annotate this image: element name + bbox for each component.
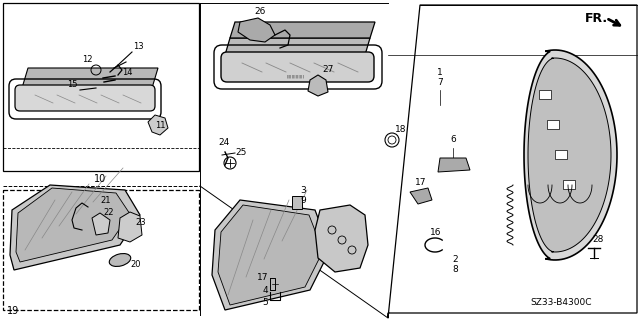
- Text: 19: 19: [7, 306, 19, 316]
- Polygon shape: [438, 158, 470, 172]
- Text: 17: 17: [415, 178, 426, 187]
- Text: FR.: FR.: [585, 12, 608, 25]
- Text: 2: 2: [452, 255, 458, 264]
- Polygon shape: [10, 185, 140, 270]
- Text: 8: 8: [452, 265, 458, 274]
- Polygon shape: [18, 88, 152, 108]
- Polygon shape: [388, 5, 637, 318]
- Text: 17: 17: [257, 273, 268, 282]
- Text: 9: 9: [300, 196, 306, 205]
- Polygon shape: [528, 58, 611, 252]
- Polygon shape: [212, 200, 330, 310]
- Text: 14: 14: [122, 68, 132, 77]
- Text: 15: 15: [67, 80, 78, 89]
- Polygon shape: [524, 50, 617, 260]
- FancyBboxPatch shape: [15, 85, 155, 111]
- Ellipse shape: [109, 254, 131, 266]
- Text: 13: 13: [133, 42, 143, 51]
- Polygon shape: [315, 205, 368, 272]
- Bar: [292, 196, 302, 209]
- Text: 6: 6: [450, 135, 456, 144]
- Polygon shape: [148, 115, 168, 135]
- Text: 22: 22: [103, 208, 113, 217]
- Text: 26: 26: [254, 7, 266, 16]
- Polygon shape: [16, 188, 130, 262]
- Polygon shape: [22, 68, 158, 88]
- Bar: [3, 190, 199, 310]
- Text: 1: 1: [437, 68, 443, 77]
- Text: 24: 24: [218, 138, 229, 147]
- Text: 21: 21: [100, 196, 111, 205]
- Text: 20: 20: [130, 260, 141, 269]
- Text: |||||||||||||: |||||||||||||: [286, 75, 304, 79]
- Text: 12: 12: [83, 55, 93, 64]
- Text: 18: 18: [395, 125, 406, 134]
- Text: 27: 27: [322, 65, 333, 74]
- Text: 25: 25: [235, 148, 246, 157]
- Text: 28: 28: [592, 235, 604, 244]
- Text: SZ33-B4300C: SZ33-B4300C: [530, 298, 591, 307]
- Text: 10: 10: [94, 174, 106, 184]
- Text: 5: 5: [262, 298, 268, 307]
- Polygon shape: [118, 212, 142, 242]
- Text: 23: 23: [135, 218, 146, 227]
- Bar: [3, 3, 199, 171]
- Polygon shape: [238, 18, 275, 42]
- Polygon shape: [410, 188, 432, 204]
- Text: 4: 4: [262, 286, 268, 295]
- Bar: [547, 120, 559, 129]
- Polygon shape: [92, 213, 110, 235]
- Polygon shape: [308, 75, 328, 96]
- Text: 16: 16: [430, 228, 442, 237]
- Bar: [539, 90, 551, 99]
- Text: 3: 3: [300, 186, 306, 195]
- Bar: [555, 150, 567, 159]
- Polygon shape: [225, 38, 370, 55]
- FancyBboxPatch shape: [221, 52, 374, 82]
- Polygon shape: [230, 22, 375, 38]
- Text: 11: 11: [155, 121, 166, 130]
- Polygon shape: [218, 205, 323, 305]
- Bar: [563, 180, 575, 189]
- Text: 7: 7: [437, 78, 443, 87]
